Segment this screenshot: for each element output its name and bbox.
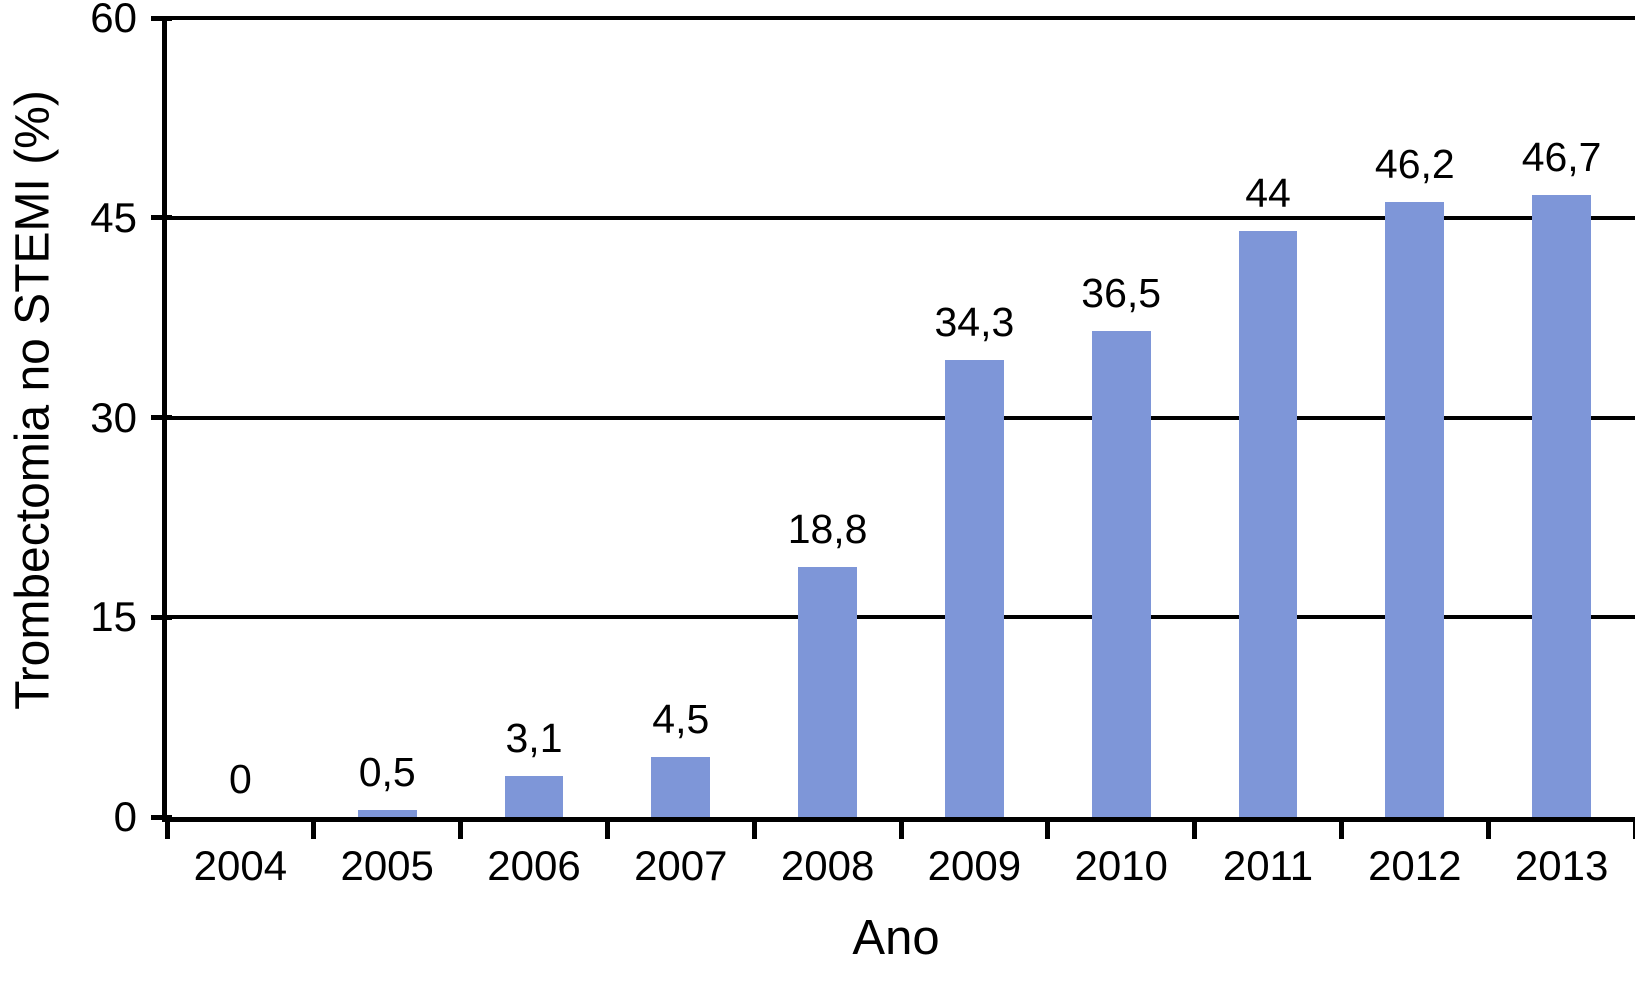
x-tick-label-2012: 2012 [1368,842,1462,889]
y-axis-title: Trombectomia no STEMI (%) [6,90,60,710]
bar-2012 [1385,201,1445,817]
bar-2010 [1091,330,1151,817]
bar-2009 [945,360,1004,817]
bar-2007 [651,757,711,817]
y-tick-label: 45 [90,193,137,241]
x-tick-label-2006: 2006 [487,842,581,889]
x-tick-mark [1485,817,1491,839]
value-label-2006: 3,1 [505,714,563,761]
value-label-2013: 46,7 [1521,134,1602,181]
bar-2013 [1532,195,1591,817]
x-tick-label-2007: 2007 [634,842,728,889]
x-tick-label-2004: 2004 [193,842,288,889]
y-tick-label: 0 [113,793,137,840]
value-label-2012: 46,2 [1374,140,1455,187]
value-label-2007: 4,5 [652,695,710,742]
bar-2008 [798,566,857,817]
y-gridline [167,615,1635,620]
y-tick-label: 30 [90,393,137,441]
y-tick-mark [151,415,172,420]
value-label-2009: 34,3 [934,299,1015,346]
plot-area: 0 15 30 45 60 0 2004 0,5 2005 3,1 2006 4,5 2007 18,8 2… [90,0,1635,889]
value-label-2008: 18,8 [787,505,868,552]
y-tick-mark [151,15,172,21]
x-tick-label-2011: 2011 [1222,842,1314,889]
x-tick-label-2008: 2008 [780,842,875,889]
y-tick-mark [151,814,172,820]
x-tick-label-2010: 2010 [1074,842,1168,889]
x-tick-mark [898,817,904,839]
bar-2006 [504,775,564,817]
x-tick-mark [164,817,170,839]
x-tick-mark [1338,817,1344,839]
value-label-2010: 36,5 [1081,269,1162,316]
bar-2005 [357,810,417,817]
y-tick-label: 15 [90,593,137,641]
x-axis-title: Ano [852,911,940,965]
y-gridline [167,16,1635,20]
x-tick-mark [311,817,317,839]
y-tick-mark [151,614,172,620]
y-tick-mark [151,215,172,221]
x-tick-mark [458,817,464,839]
x-tick-label-2013: 2013 [1514,842,1609,889]
x-tick-mark [751,817,757,839]
x-tick-mark [604,817,610,839]
y-gridline [167,215,1635,220]
y-tick-label: 60 [90,0,137,41]
y-gridline [167,415,1635,420]
x-tick-mark [1045,817,1051,839]
x-tick-label-2005: 2005 [340,842,434,889]
x-tick-mark [1192,817,1198,839]
x-tick-mark [1632,817,1635,839]
value-label-2011: 44 [1245,169,1291,216]
value-label-2005: 0,5 [358,749,416,796]
bar-2011 [1238,231,1298,817]
x-tick-label-2009: 2009 [927,842,1022,889]
value-label-2004: 0 [228,755,252,802]
